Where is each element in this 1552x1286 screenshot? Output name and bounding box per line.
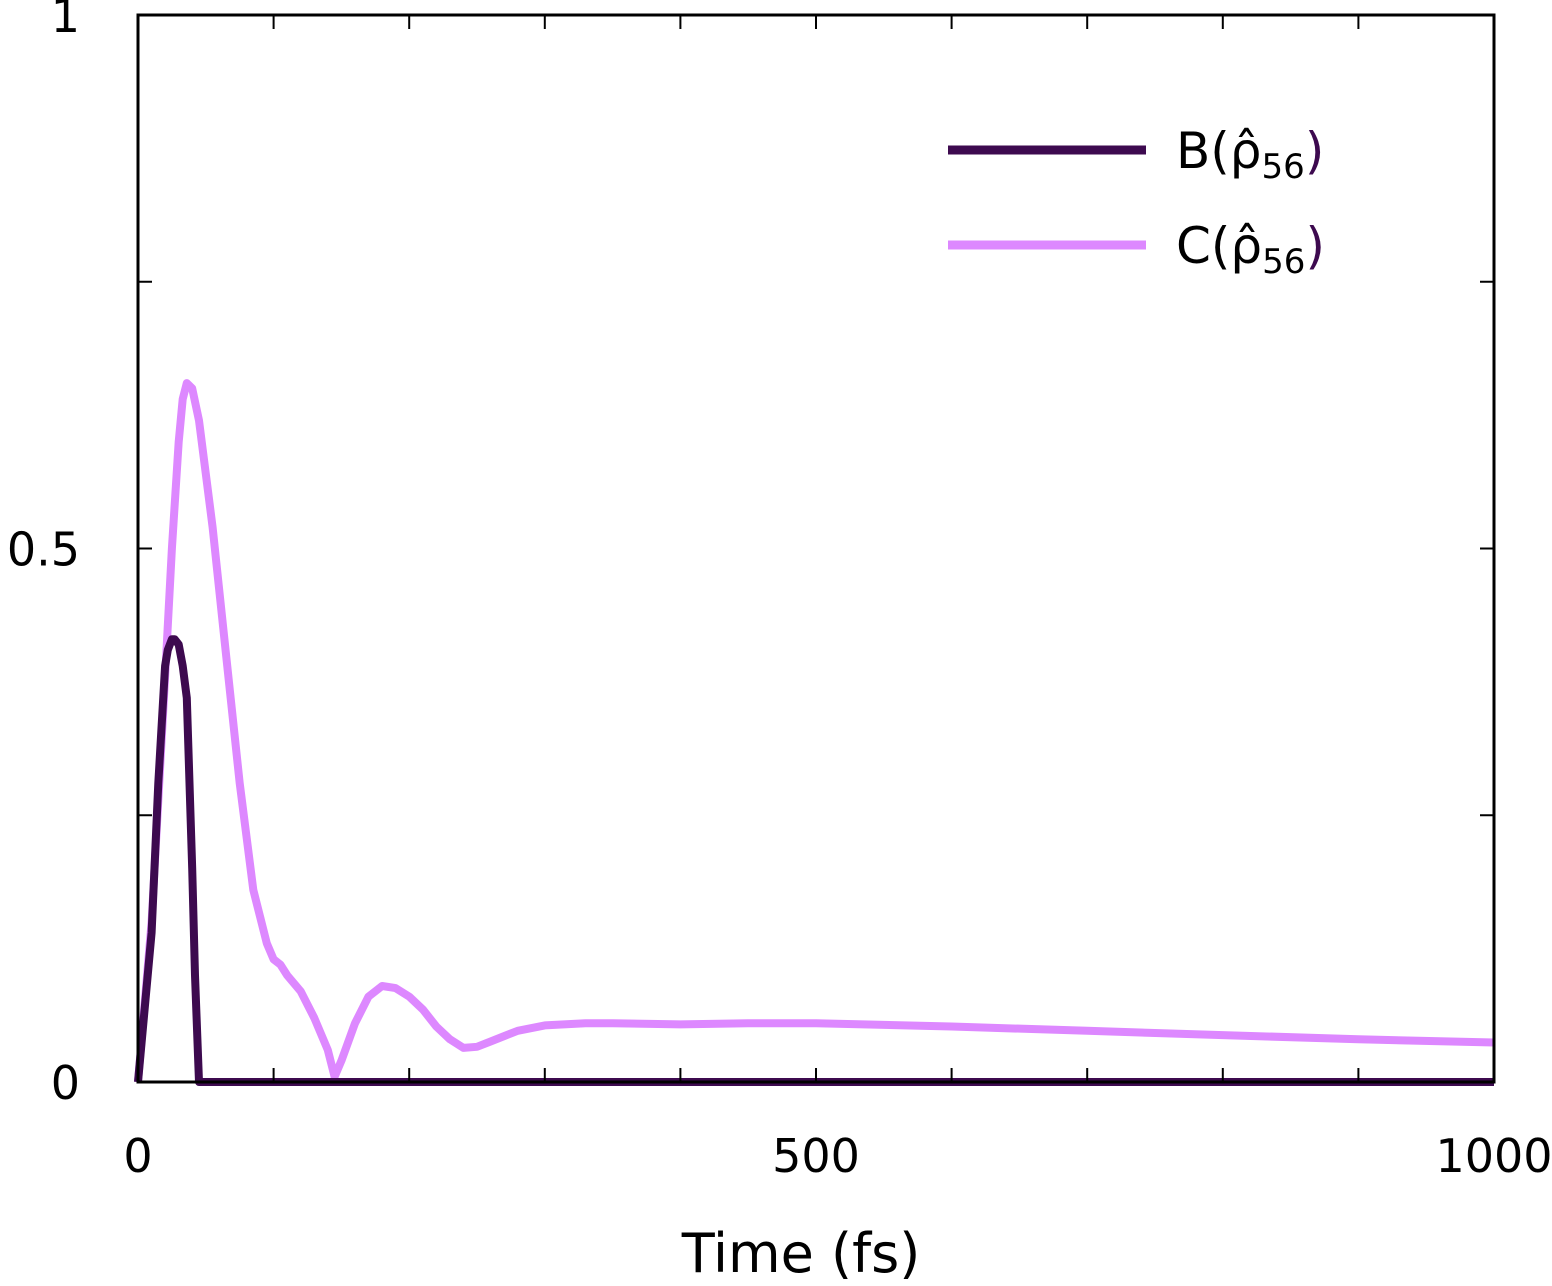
x-tick-label: 0: [123, 1129, 152, 1183]
x-axis-title: Time (fs): [681, 1222, 921, 1285]
x-tick-label: 1000: [1435, 1129, 1552, 1183]
legend-label: C(ρ̂56): [1176, 217, 1325, 282]
legend-label: B(ρ̂56): [1176, 122, 1324, 187]
series-line: [134, 635, 1494, 1086]
plot-frame: [136, 13, 1496, 1084]
series-line: [134, 379, 1495, 1083]
y-tick-label: 0: [51, 1056, 80, 1110]
y-tick-label: 0.5: [7, 523, 80, 577]
tick-labels: 0 500 1000 0 0.5 1: [7, 0, 1552, 1183]
plot-lines: [134, 379, 1495, 1086]
x-tick-label: 500: [772, 1129, 860, 1183]
y-tick-label: 1: [51, 0, 80, 43]
legend: B(ρ̂56) C(ρ̂56): [948, 122, 1325, 282]
